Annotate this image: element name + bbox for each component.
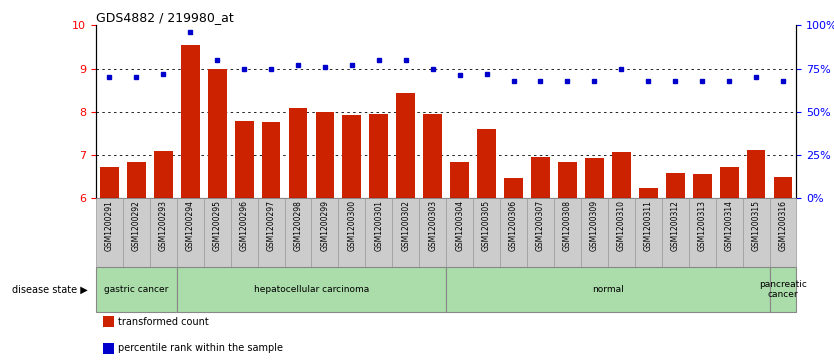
Text: GSM1200306: GSM1200306 xyxy=(509,200,518,251)
Bar xyxy=(343,115,361,198)
Bar xyxy=(635,198,661,267)
Bar xyxy=(284,198,311,267)
Bar xyxy=(396,93,415,198)
Text: disease state ▶: disease state ▶ xyxy=(12,285,88,294)
Text: GSM1200305: GSM1200305 xyxy=(482,200,491,251)
Text: GSM1200309: GSM1200309 xyxy=(590,200,599,251)
Bar xyxy=(100,167,118,198)
Text: GSM1200302: GSM1200302 xyxy=(401,200,410,251)
Bar xyxy=(420,198,446,267)
Text: GSM1200303: GSM1200303 xyxy=(428,200,437,251)
Text: GSM1200313: GSM1200313 xyxy=(698,200,706,251)
Text: pancreatic
cancer: pancreatic cancer xyxy=(759,280,807,299)
Text: GSM1200295: GSM1200295 xyxy=(213,200,222,251)
Bar xyxy=(153,151,173,198)
Text: GSM1200293: GSM1200293 xyxy=(158,200,168,251)
Text: hepatocellular carcinoma: hepatocellular carcinoma xyxy=(254,285,369,294)
Text: gastric cancer: gastric cancer xyxy=(104,285,168,294)
Bar xyxy=(689,198,716,267)
Bar xyxy=(612,152,631,198)
Text: GSM1200311: GSM1200311 xyxy=(644,200,653,251)
Bar xyxy=(504,178,523,198)
Text: GSM1200292: GSM1200292 xyxy=(132,200,141,251)
Bar xyxy=(531,157,550,198)
Text: GSM1200312: GSM1200312 xyxy=(671,200,680,251)
Bar xyxy=(608,198,635,267)
Text: GSM1200296: GSM1200296 xyxy=(239,200,249,251)
Bar xyxy=(181,45,199,198)
Bar xyxy=(661,198,689,267)
Bar xyxy=(446,198,473,267)
Bar xyxy=(746,150,766,198)
Bar xyxy=(477,129,496,198)
Bar xyxy=(315,112,334,198)
Bar xyxy=(123,198,150,267)
Bar xyxy=(177,198,203,267)
Bar xyxy=(231,198,258,267)
Text: percentile rank within the sample: percentile rank within the sample xyxy=(118,343,284,353)
Bar xyxy=(96,267,177,312)
Text: GSM1200307: GSM1200307 xyxy=(536,200,545,251)
Bar xyxy=(262,122,280,198)
Text: GSM1200301: GSM1200301 xyxy=(374,200,384,251)
Bar xyxy=(450,163,469,198)
Bar xyxy=(365,198,392,267)
Bar xyxy=(203,198,231,267)
Text: normal: normal xyxy=(592,285,624,294)
Text: GSM1200298: GSM1200298 xyxy=(294,200,303,251)
Bar xyxy=(693,174,711,198)
Bar xyxy=(103,316,114,327)
Bar xyxy=(774,177,792,198)
Bar xyxy=(585,158,604,198)
Bar xyxy=(720,167,739,198)
Bar xyxy=(742,198,770,267)
Text: GSM1200294: GSM1200294 xyxy=(186,200,194,251)
Bar xyxy=(150,198,177,267)
Bar xyxy=(289,108,308,198)
Bar xyxy=(424,114,442,198)
Text: GSM1200300: GSM1200300 xyxy=(348,200,356,251)
Bar xyxy=(234,121,254,198)
Bar xyxy=(258,198,284,267)
Text: GSM1200310: GSM1200310 xyxy=(617,200,626,251)
Bar xyxy=(558,163,577,198)
Bar xyxy=(666,173,685,198)
Text: GDS4882 / 219980_at: GDS4882 / 219980_at xyxy=(96,11,234,24)
Bar xyxy=(770,198,796,267)
Text: transformed count: transformed count xyxy=(118,317,209,327)
Text: GSM1200291: GSM1200291 xyxy=(105,200,114,251)
Text: GSM1200304: GSM1200304 xyxy=(455,200,465,251)
Bar xyxy=(770,267,796,312)
Text: GSM1200299: GSM1200299 xyxy=(320,200,329,251)
Bar xyxy=(208,69,227,198)
Bar xyxy=(392,198,420,267)
Text: GSM1200297: GSM1200297 xyxy=(267,200,275,251)
Bar xyxy=(527,198,554,267)
Bar xyxy=(581,198,608,267)
Text: GSM1200308: GSM1200308 xyxy=(563,200,572,251)
Bar xyxy=(103,343,114,354)
Bar xyxy=(500,198,527,267)
Bar xyxy=(554,198,581,267)
Bar xyxy=(96,198,123,267)
Bar xyxy=(446,267,770,312)
Bar xyxy=(639,188,658,198)
Bar xyxy=(473,198,500,267)
Bar xyxy=(127,163,146,198)
Bar xyxy=(716,198,742,267)
Bar xyxy=(339,198,365,267)
Text: GSM1200315: GSM1200315 xyxy=(751,200,761,251)
Bar xyxy=(311,198,339,267)
Bar xyxy=(369,114,389,198)
Text: GSM1200314: GSM1200314 xyxy=(725,200,734,251)
Bar xyxy=(177,267,446,312)
Text: GSM1200316: GSM1200316 xyxy=(778,200,787,251)
